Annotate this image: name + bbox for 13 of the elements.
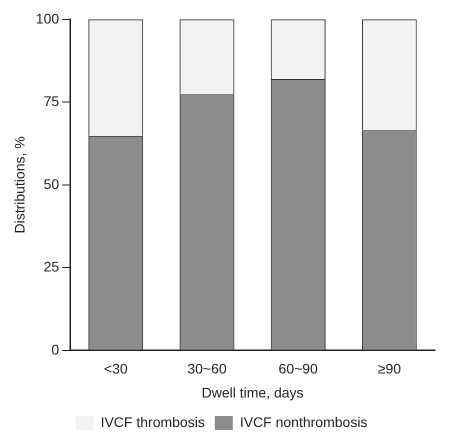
y-axis-title: Distributions, % [11, 136, 28, 234]
x-tick-label: 30~60 [187, 360, 227, 377]
x-tick-label: 60~90 [278, 360, 318, 377]
x-axis-title: Dwell time, days [202, 384, 304, 400]
x-tick-label: <30 [104, 360, 128, 377]
y-tick-label: 50 [44, 176, 60, 192]
y-tick-label: 25 [44, 258, 60, 275]
legend-label: IVCF thrombosis [100, 414, 205, 430]
y-tick-label: 100 [36, 10, 60, 26]
x-tick-label: ≥90 [378, 360, 402, 377]
y-tick-label: 0 [51, 341, 60, 358]
legend-label: IVCF nonthrombosis [240, 414, 368, 430]
y-tick-label: 75 [44, 93, 60, 110]
